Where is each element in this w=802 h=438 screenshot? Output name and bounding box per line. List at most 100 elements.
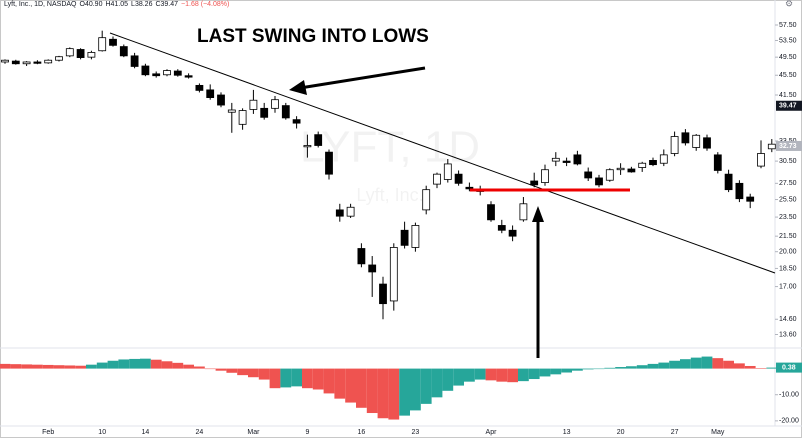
histogram-bar [269, 368, 281, 389]
candle-body [562, 160, 571, 163]
histogram-bar [734, 363, 745, 369]
y-tick-label: 18.50 [779, 265, 797, 272]
axes: 57.5053.5049.5045.5041.5033.5030.5027.50… [42, 22, 802, 436]
histogram-bar [496, 368, 508, 382]
ohlc-high: H41.05 [105, 1, 129, 8]
candle-body [141, 65, 150, 76]
histogram-bar [194, 366, 205, 369]
candle-body [303, 145, 312, 148]
histogram-bar [744, 365, 756, 369]
candle-body [616, 167, 625, 171]
candle-body [627, 168, 636, 173]
candle-body [757, 153, 765, 167]
price-badge [776, 140, 802, 151]
candle-body [11, 60, 20, 65]
candle-body [487, 204, 495, 221]
candle-body [454, 173, 463, 184]
x-tick-label: 9 [305, 429, 309, 436]
y-tick-label: 57.50 [779, 22, 797, 29]
histogram-bar [399, 368, 410, 416]
candle-body [325, 151, 333, 175]
candle-body [173, 70, 182, 76]
candle-body [497, 225, 506, 231]
candle-body [76, 49, 85, 58]
candle-body [87, 52, 96, 58]
histogram-bar [420, 368, 432, 404]
candle-body [389, 247, 398, 302]
histogram-bar [280, 368, 292, 388]
candle-body [692, 134, 701, 148]
x-tick-label: Apr [486, 429, 498, 436]
histogram-bar [107, 360, 119, 369]
histogram-bar [204, 368, 216, 370]
histogram-bar [766, 367, 778, 369]
histogram-bar [291, 368, 302, 387]
value-badge-label: 0.38 [782, 364, 796, 371]
candle-body [346, 206, 355, 217]
histogram-bar [237, 368, 248, 376]
candle-body [368, 264, 377, 273]
histogram-bar [690, 357, 702, 369]
histogram-bar [464, 368, 475, 382]
histogram-bar [604, 367, 616, 369]
candle-body [573, 154, 582, 165]
candle-body [335, 209, 344, 217]
candle-body [584, 171, 593, 179]
y-tick-label: 30.50 [779, 158, 797, 165]
histogram-bar [75, 365, 86, 369]
ohlc-open: O40.90 [79, 1, 103, 8]
histogram-bar [701, 356, 713, 369]
candle-body [735, 182, 744, 200]
y-tick-label: 49.50 [779, 54, 797, 61]
candle-body [281, 105, 290, 119]
candle-body [746, 196, 755, 202]
candle-body [659, 154, 668, 164]
histogram-bar [528, 368, 540, 380]
candle-body [433, 173, 441, 185]
histogram-bar [215, 368, 227, 371]
candle-body [22, 61, 31, 65]
candle-body [465, 186, 474, 190]
candle-body [163, 70, 171, 76]
arrow-head [532, 206, 544, 222]
histogram-bar [10, 364, 22, 369]
y-tick-label: 27.50 [779, 180, 797, 187]
histogram-bar [712, 358, 724, 369]
candle-body [681, 132, 690, 144]
histogram-bar [42, 364, 54, 369]
histogram-bar [377, 368, 389, 419]
marks [0, 30, 778, 420]
symbol: Lyft, Inc., 1D, NASDAQ [4, 1, 77, 8]
y-tick-label: 53.50 [779, 37, 797, 44]
histogram-bar [626, 366, 637, 369]
candle-body [271, 99, 279, 109]
candle-body [33, 61, 42, 64]
candle-body [217, 94, 225, 106]
histogram-bar [572, 368, 583, 371]
y-tick-label: -10.00 [779, 392, 799, 399]
candle-body [184, 75, 193, 78]
candle-body [411, 225, 420, 248]
y-tick-label: 21.50 [779, 233, 797, 240]
histogram-bar [140, 358, 151, 369]
candle-body [443, 163, 452, 180]
x-tick-label: 10 [98, 429, 106, 436]
candle-body [551, 157, 560, 162]
x-tick-label: 14 [142, 429, 150, 436]
histogram-bar [0, 363, 11, 369]
y-tick-label: 41.50 [779, 92, 797, 99]
price-badge-label: 39.47 [779, 103, 797, 110]
histogram-bar [550, 368, 562, 375]
candle-body [670, 136, 679, 154]
candle-body [400, 229, 409, 246]
header: Lyft, Inc., 1D, NASDAQ O40.90 H41.05 L38.26… [4, 1, 232, 8]
ohlc-close: C39.47 [155, 1, 179, 8]
watermark-sub: Lyft, Inc. [356, 185, 423, 205]
x-tick-label: 27 [671, 429, 679, 436]
histogram-bar [248, 368, 259, 378]
candle-body [44, 59, 53, 64]
annotation-arrow [299, 66, 426, 90]
settings-icon: ⚙ [785, 0, 793, 8]
x-tick-label: Mar [247, 429, 260, 436]
candle-body [109, 38, 117, 46]
